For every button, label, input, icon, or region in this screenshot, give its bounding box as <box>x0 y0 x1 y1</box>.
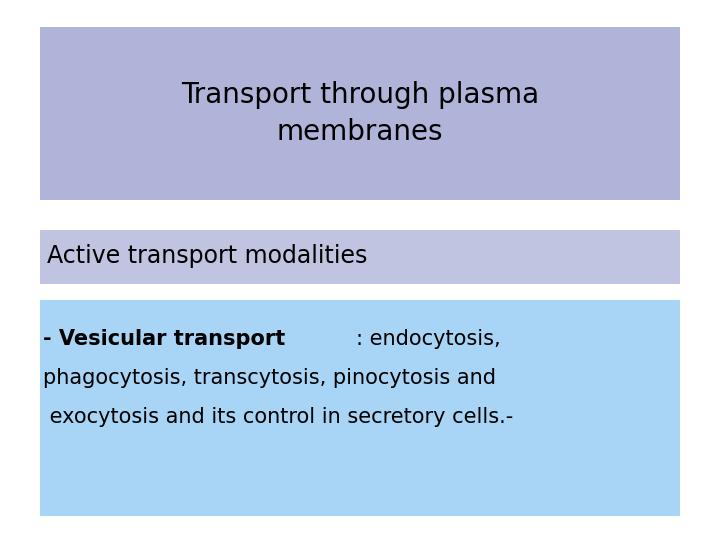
FancyBboxPatch shape <box>40 300 680 516</box>
Text: Transport through plasma
membranes: Transport through plasma membranes <box>181 81 539 146</box>
Text: Active transport modalities: Active transport modalities <box>47 245 367 268</box>
Text: : endocytosis,: : endocytosis, <box>356 329 500 349</box>
FancyBboxPatch shape <box>40 230 680 284</box>
Text: - Vesicular transport: - Vesicular transport <box>43 329 285 349</box>
Text: phagocytosis, transcytosis, pinocytosis and: phagocytosis, transcytosis, pinocytosis … <box>43 368 496 388</box>
FancyBboxPatch shape <box>40 27 680 200</box>
Text: exocytosis and its control in secretory cells.-: exocytosis and its control in secretory … <box>43 407 513 427</box>
